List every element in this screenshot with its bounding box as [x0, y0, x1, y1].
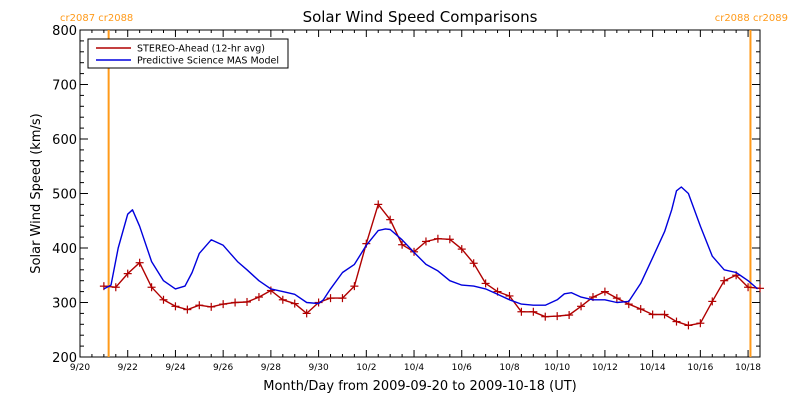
y-tick-label: 600: [52, 133, 77, 148]
stereo-data-point: [445, 235, 454, 244]
x-tick-label: 10/14: [640, 363, 666, 373]
stereo-data-point: [421, 237, 430, 246]
stereo-data-point: [111, 283, 120, 292]
stereo-data-point: [99, 282, 108, 291]
stereo-ahead-line: [103, 203, 761, 327]
x-tick-label: 10/16: [687, 363, 713, 373]
stereo-data-point: [648, 310, 657, 319]
y-axis-title: Solar Wind Speed (km/s): [29, 113, 44, 273]
stereo-data-point: [541, 312, 550, 321]
x-tick-label: 9/24: [165, 363, 185, 373]
x-tick-label: 10/10: [544, 363, 570, 373]
legend: STEREO-Ahead (12-hr avg) Predictive Scie…: [87, 38, 289, 69]
x-tick-label: 9/26: [213, 363, 233, 373]
x-tick-label: 10/12: [592, 363, 618, 373]
stereo-data-point: [469, 259, 478, 268]
stereo-data-point: [517, 307, 526, 316]
stereo-data-point: [302, 309, 311, 318]
legend-box: [87, 38, 289, 69]
stereo-data-point: [433, 234, 442, 243]
stereo-data-point: [398, 240, 407, 249]
stereo-data-point: [708, 297, 717, 306]
x-tick-label: 9/28: [261, 363, 281, 373]
x-tick-label: 9/20: [70, 363, 90, 373]
x-tick-label: 9/22: [118, 363, 138, 373]
stereo-data-point: [672, 317, 681, 326]
x-tick-label: 10/18: [735, 363, 761, 373]
stereo-data-point: [183, 305, 192, 314]
y-tick-label: 300: [52, 297, 77, 312]
stereo-data-point: [386, 215, 395, 224]
x-tick-label: 10/6: [452, 363, 472, 373]
stereo-data-point: [266, 286, 275, 295]
y-tick-label: 500: [52, 188, 77, 203]
x-tick-label: 10/8: [499, 363, 519, 373]
rotation-marker-label: cr2087 cr2088: [60, 13, 133, 24]
stereo-data-point: [744, 283, 753, 292]
stereo-data-point: [123, 269, 132, 278]
y-tick-label: 700: [52, 79, 77, 94]
chart-title: Solar Wind Speed Comparisons: [303, 8, 538, 26]
y-tick-label: 400: [52, 242, 77, 257]
stereo-data-point: [553, 312, 562, 321]
stereo-data-point: [159, 295, 168, 304]
stereo-data-point: [338, 294, 347, 303]
stereo-data-point: [505, 291, 514, 300]
stereo-data-point: [135, 258, 144, 267]
stereo-data-point: [696, 319, 705, 328]
stereo-data-point: [326, 294, 335, 303]
stereo-data-point: [278, 295, 287, 304]
legend-label-mas: Predictive Science MAS Model: [137, 56, 279, 67]
x-tick-label: 9/30: [308, 363, 328, 373]
stereo-data-point: [612, 294, 621, 303]
stereo-data-point: [600, 287, 609, 296]
stereo-data-point: [314, 298, 323, 307]
stereo-data-point: [350, 282, 359, 291]
mas-model-line: [103, 186, 759, 306]
data-series: [99, 186, 764, 330]
y-tick-label: 200: [52, 351, 77, 366]
stereo-data-point: [660, 310, 669, 319]
stereo-data-point: [374, 200, 383, 209]
stereo-data-point: [481, 279, 490, 288]
stereo-data-point: [636, 305, 645, 314]
y-tick-label: 800: [52, 24, 77, 39]
legend-label-stereo: STEREO-Ahead (12-hr avg): [137, 44, 265, 55]
axis-ticks: 9/20 9/22 9/24 9/26 9/28 9/30 10/2 10/4 10/6 10/8…: [52, 24, 761, 373]
stereo-data-point: [254, 293, 263, 302]
stereo-data-point: [147, 283, 156, 292]
stereo-data-point: [171, 302, 180, 311]
stereo-data-point: [219, 300, 228, 309]
stereo-data-point: [720, 276, 729, 285]
rotation-markers: cr2087 cr2088 cr2088 cr2089: [60, 13, 788, 357]
rotation-marker-label: cr2088 cr2089: [715, 13, 788, 24]
stereo-data-point: [529, 307, 538, 316]
x-tick-label: 10/4: [404, 363, 424, 373]
stereo-data-point: [577, 302, 586, 311]
stereo-data-point: [684, 321, 693, 330]
stereo-data-point: [231, 298, 240, 307]
stereo-data-point: [243, 297, 252, 306]
stereo-data-point: [457, 245, 466, 254]
x-axis-title: Month/Day from 2009-09-20 to 2009-10-18 …: [263, 379, 576, 394]
stereo-data-point: [195, 301, 204, 310]
stereo-data-point: [565, 311, 574, 320]
stereo-data-point: [207, 302, 216, 311]
stereo-data-point: [290, 299, 299, 308]
x-tick-label: 10/2: [356, 363, 376, 373]
